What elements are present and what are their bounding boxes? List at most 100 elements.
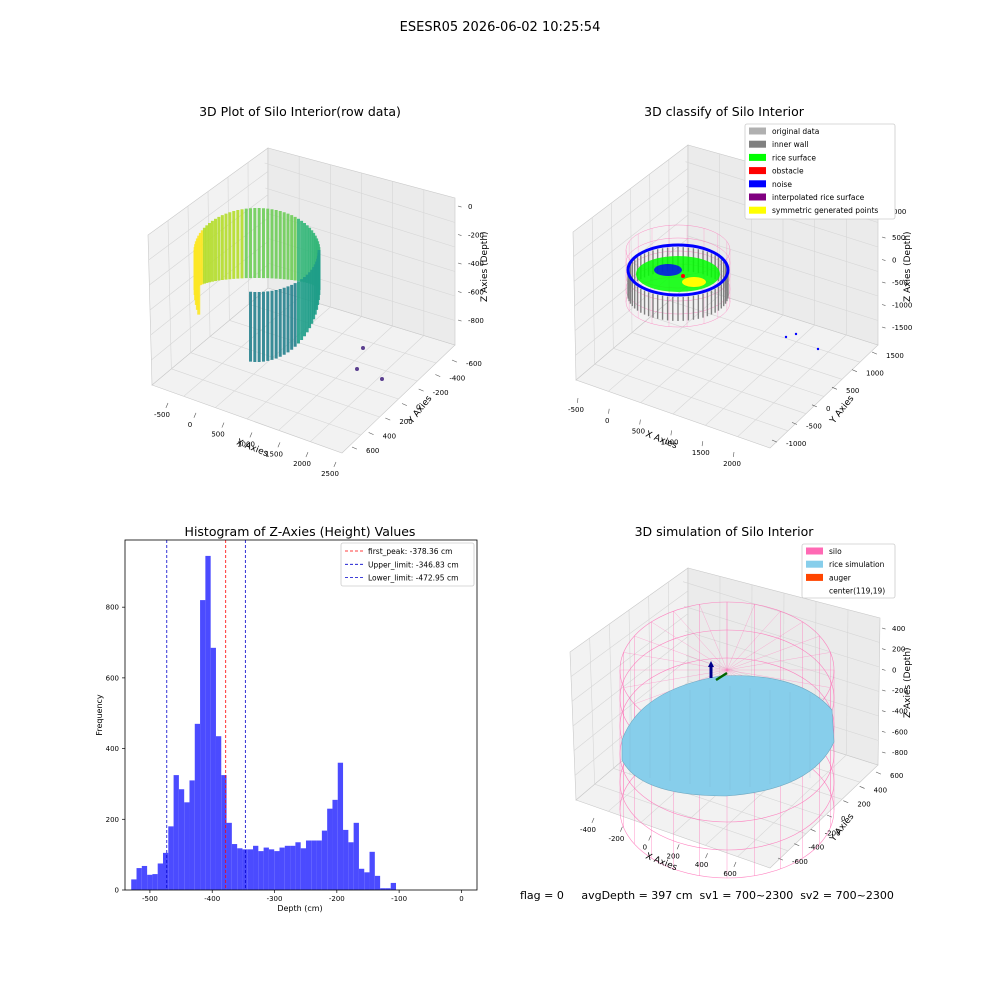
raw-point-cloud [193, 208, 384, 381]
histogram-bar [316, 840, 322, 890]
histogram-bar [348, 842, 354, 890]
classify-legend-label: original data [772, 127, 819, 136]
histogram-reference-lines [166, 540, 246, 890]
histogram-bar [258, 851, 264, 890]
classify-x-tick-mark [608, 408, 610, 414]
histogram-bar [358, 868, 365, 890]
silo-roof-spoke [726, 621, 803, 671]
classify-x-tick: 0 [605, 417, 609, 425]
classify-legend-swatch [749, 167, 766, 175]
histogram-bar [253, 845, 259, 890]
classify-x-tick: 2000 [723, 460, 741, 468]
simulation-z-tick: 0 [892, 666, 896, 674]
histogram-legend-label: Upper_limit: -346.83 cm [368, 560, 459, 569]
histogram-bar [364, 872, 370, 890]
simulation-x-tick-mark [676, 844, 680, 850]
raw-y-tick-mark [451, 359, 458, 363]
simulation-panel-title: 3D simulation of Silo Interior [635, 524, 815, 539]
grid-line [148, 171, 269, 261]
histogram-bar [343, 829, 349, 890]
classify-symmetric-points [682, 277, 706, 287]
classify-legend: original data inner wall rice surface obsta… [744, 123, 896, 220]
simulation-legend-swatch [806, 560, 823, 568]
raw-x-tick: -500 [154, 411, 170, 419]
raw-y-tick-mark [385, 417, 391, 421]
classify-z-tick: -500 [892, 279, 908, 287]
grid-line [265, 187, 456, 248]
raw-x-tick-mark [221, 422, 225, 428]
grid-line [684, 630, 880, 692]
simulation-x-ticks: -400 -200 0 200 400 600 [580, 817, 737, 878]
raw-x-ticks: -500 0 500 1000 1500 2000 2500 [154, 402, 339, 478]
simulation-y-tick: 400 [874, 786, 887, 794]
simulation-z-tick: -400 [892, 708, 908, 716]
simulation-legend-frame [801, 543, 896, 599]
classify-z-tick: 0 [892, 257, 896, 265]
simulation-z-tick: 200 [892, 646, 905, 654]
classify-x-ticks: -500 0 500 1000 1500 2000 [568, 397, 741, 468]
classify-z-axis-label: Z Axies (Depth) [903, 231, 913, 302]
grid-line [846, 609, 849, 756]
raw-y-tick-mark [435, 374, 441, 377]
histogram-bar [380, 888, 386, 890]
histogram-x-tick: -400 [204, 895, 220, 903]
histogram-bar [332, 799, 338, 890]
histogram-bar [163, 852, 169, 890]
histogram-bar [279, 847, 285, 890]
grid-line [683, 606, 880, 668]
classify-z-tick-mark [881, 236, 886, 239]
simulation-y-tick: 200 [857, 801, 870, 809]
histogram-bar [300, 848, 306, 890]
classify-z-ticks: 500 0 -500 -1000 -1500 000 [881, 208, 912, 332]
classify-z-tick: 500 [892, 234, 905, 242]
classify-y-tick-mark [791, 422, 798, 425]
classify-panel-title: 3D classify of Silo Interior [644, 104, 805, 119]
histogram-bar [247, 849, 254, 890]
classify-x-tick-mark [639, 419, 641, 425]
classify-y-ticks: -1000 -500 0 500 1000 1500 [771, 351, 904, 448]
histogram-bar [168, 826, 174, 890]
classify-legend-label: interpolated rice surface [772, 193, 865, 202]
simulation-z-tick-mark [881, 648, 886, 651]
raw-y-tick-mark [351, 446, 358, 450]
raw-y-tick: -600 [466, 360, 482, 368]
histogram-y-tick: 800 [106, 604, 119, 612]
silo-roof-spoke [726, 635, 820, 671]
histogram-x-tick: -300 [267, 895, 283, 903]
histogram-bar [205, 555, 211, 890]
raw-y-tick: 0 [416, 404, 420, 412]
simulation-y-tick: -200 [825, 829, 841, 837]
raw-z-tick-mark [457, 319, 462, 322]
classify-legend-label: symmetric generated points [772, 206, 878, 215]
classify-noise-cluster [654, 264, 682, 276]
simulation-y-tick-mark [794, 843, 800, 847]
histogram-legend: first_peak: -378.36 cm Upper_limit: -346.… [340, 542, 475, 587]
simulation-z-tick: -600 [892, 728, 908, 736]
raw-y-tick: 400 [383, 433, 396, 441]
classify-legend-swatch [749, 193, 766, 201]
grid-line [682, 581, 880, 643]
simulation-z-tick: -800 [892, 749, 908, 757]
silo-roof-spoke [726, 610, 781, 671]
raw-y-tick-mark [418, 388, 424, 392]
classify-y-tick: -1000 [786, 440, 806, 448]
classify-legend-swatch [749, 153, 766, 161]
raw-z-tick: 0 [468, 203, 472, 211]
histogram-bar [263, 847, 269, 890]
simulation-x-tick-mark [733, 861, 737, 868]
histogram-bar [237, 848, 243, 890]
histogram-bar [189, 780, 195, 890]
histogram-x-tick: -100 [391, 895, 407, 903]
raw-y-tick-mark [368, 432, 374, 435]
histogram-bar [136, 868, 142, 890]
grid-line [669, 300, 861, 363]
histogram-panel: Histogram of Z-Axies (Height) Values -50… [95, 524, 478, 913]
simulation-legend-swatch [806, 547, 823, 555]
histogram-bar [311, 840, 317, 890]
histogram-bar [295, 842, 301, 890]
simulation-x-tick-mark [591, 817, 595, 824]
simulation-z-tick-mark [881, 669, 886, 671]
histogram-x-axis-label: Depth (cm) [277, 904, 322, 913]
figure-title: ESESR05 2026-06-02 10:25:54 [400, 20, 601, 35]
